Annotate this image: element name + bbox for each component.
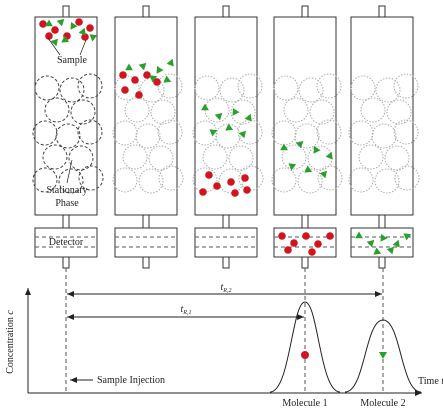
diagram: Sample Stationary Phase Detector tR,2 tR… <box>0 0 443 409</box>
sample-label: Sample <box>57 55 88 66</box>
solute-red <box>199 188 207 196</box>
tr2-label: tR,2 <box>221 282 232 294</box>
injection-label: Sample Injection <box>97 375 165 386</box>
solute-red <box>284 246 292 254</box>
stationary-label: Stationary <box>46 185 87 196</box>
solute-red <box>119 71 127 79</box>
solute-red <box>143 71 151 79</box>
solute-red <box>308 248 316 256</box>
stub <box>302 6 308 17</box>
solute-red <box>121 86 129 94</box>
stub <box>223 6 229 17</box>
page: Sample Stationary Phase Detector tR,2 tR… <box>0 0 443 409</box>
molecule1-label: Molecule 1 <box>282 398 327 409</box>
column <box>274 17 336 215</box>
solute-red <box>51 26 59 34</box>
solute-red <box>45 32 53 40</box>
molecule2-icon <box>379 352 387 359</box>
solute-red <box>205 171 213 179</box>
stub <box>143 6 149 17</box>
stub <box>379 257 385 268</box>
solute-red <box>231 189 239 197</box>
detector-label: Detector <box>49 237 84 248</box>
tr1-label: tR,1 <box>181 304 192 316</box>
stationary-label: Phase <box>55 198 79 209</box>
detector <box>351 228 413 257</box>
solute-red <box>326 232 334 240</box>
x-axis-label: Time t <box>418 376 443 387</box>
column <box>115 17 177 215</box>
solute-red <box>135 91 143 99</box>
stub <box>223 257 229 268</box>
stub <box>63 6 69 17</box>
solute-red <box>278 232 286 240</box>
stub <box>63 257 69 268</box>
stub <box>302 257 308 268</box>
stub <box>143 257 149 268</box>
solute-red <box>86 24 94 32</box>
detector <box>195 228 257 257</box>
stub <box>63 215 69 228</box>
solute-red <box>241 174 249 182</box>
detector <box>115 228 177 257</box>
solute-red <box>39 20 47 28</box>
column <box>195 17 257 215</box>
solute-red <box>302 232 310 240</box>
molecule2-label: Molecule 2 <box>360 398 405 409</box>
solute-red <box>213 182 221 190</box>
columns <box>33 6 419 268</box>
stub <box>302 215 308 228</box>
solute-red <box>243 186 251 194</box>
stub <box>143 215 149 228</box>
solute-red <box>131 76 139 84</box>
stub <box>223 215 229 228</box>
solute-red <box>290 239 298 247</box>
y-axis-label: Concentration c <box>5 310 16 374</box>
solute-red <box>75 18 83 26</box>
column <box>351 17 413 215</box>
stub <box>379 6 385 17</box>
solute-red <box>227 178 235 186</box>
molecule1-icon <box>301 351 309 359</box>
solute-red <box>314 240 322 248</box>
stub <box>379 215 385 228</box>
